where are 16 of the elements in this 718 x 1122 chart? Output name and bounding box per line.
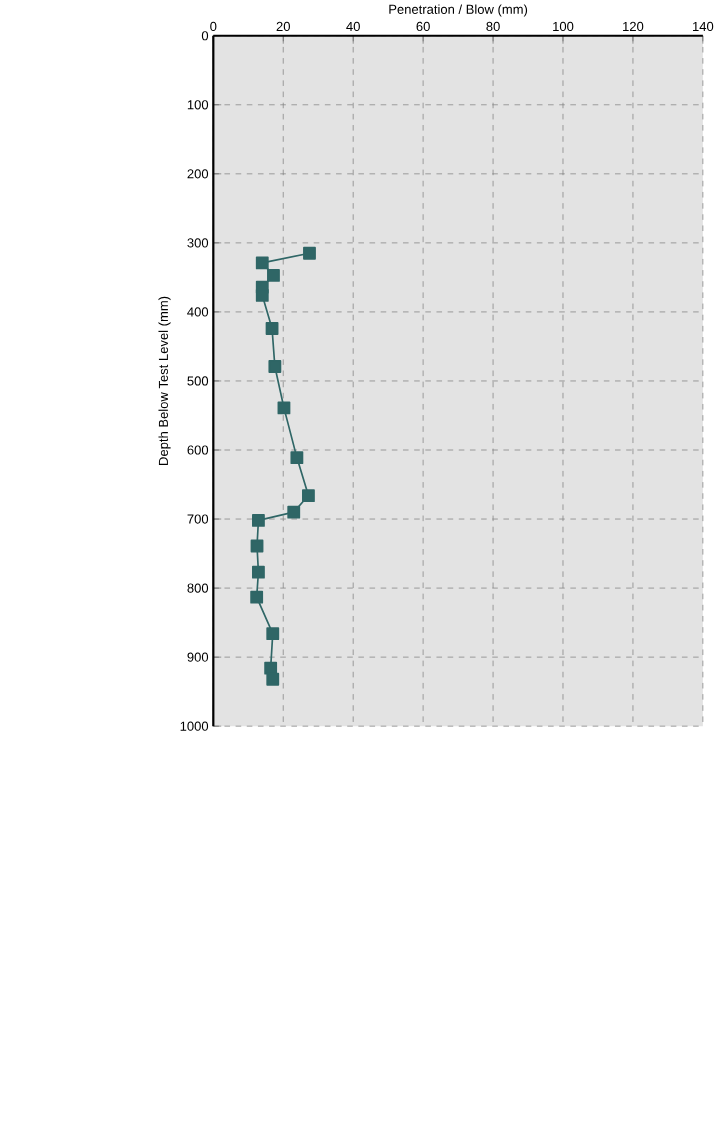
point	[255, 288, 269, 302]
point	[301, 489, 315, 502]
point	[303, 246, 316, 260]
point	[268, 360, 282, 373]
point	[251, 565, 265, 579]
point	[266, 672, 280, 686]
point	[287, 505, 301, 519]
point	[290, 451, 304, 465]
point	[264, 661, 278, 675]
point	[266, 627, 280, 641]
point	[267, 268, 280, 282]
point	[250, 590, 264, 604]
point	[255, 256, 269, 270]
point	[251, 514, 265, 527]
point	[265, 322, 279, 335]
point	[277, 401, 291, 415]
